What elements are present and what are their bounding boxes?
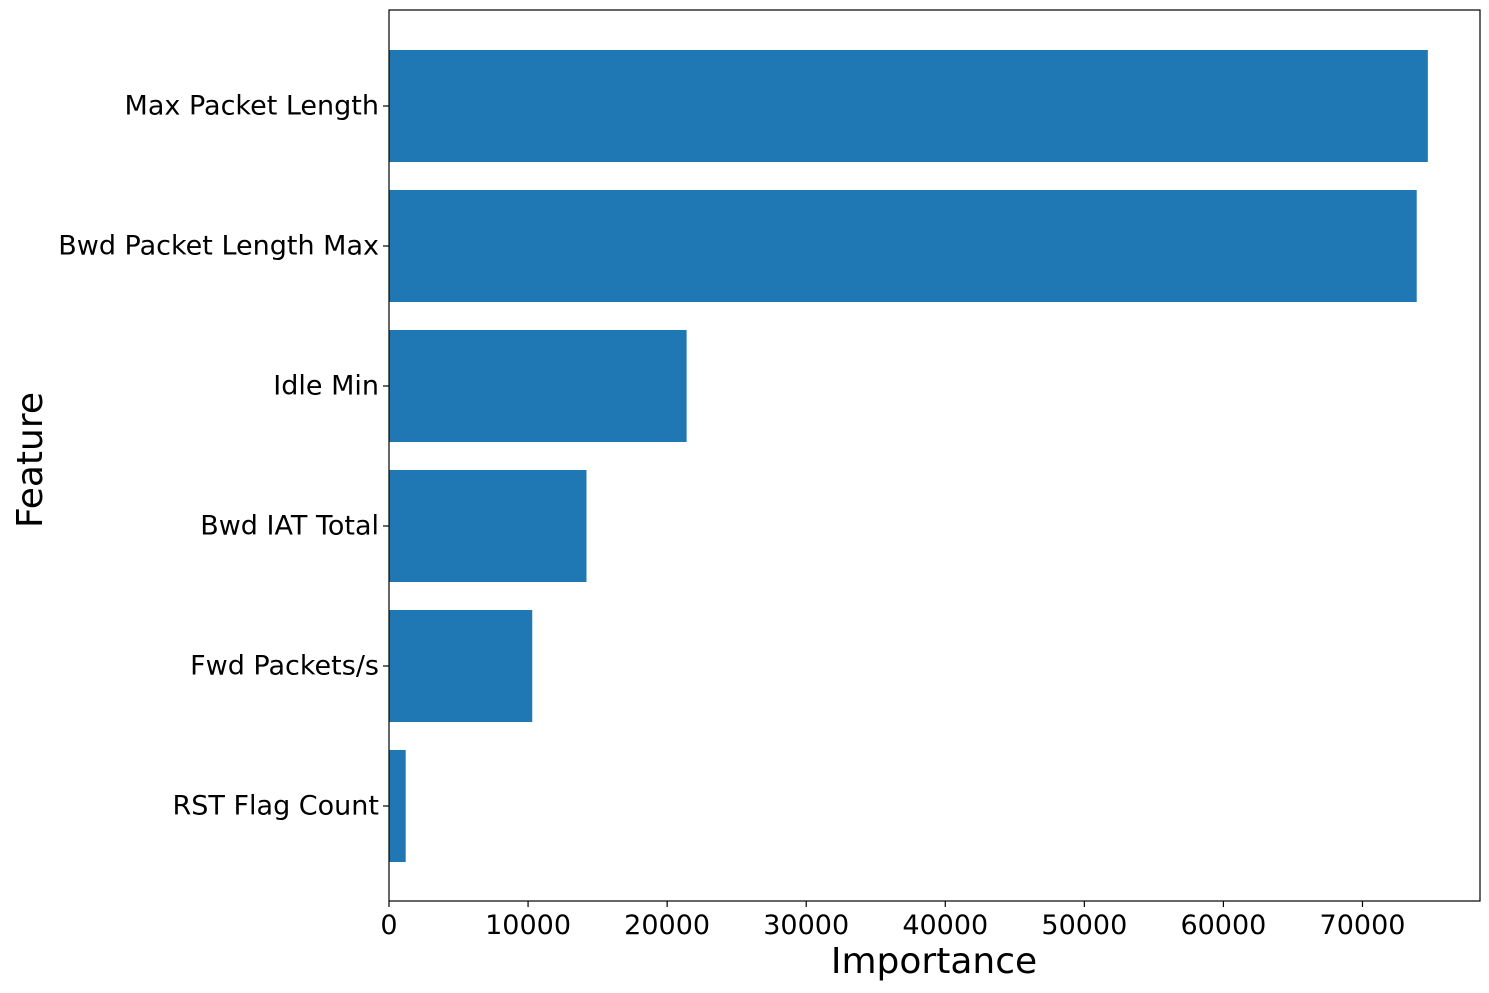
x-tick-label-70000: 70000 bbox=[1320, 910, 1406, 941]
y-tick-label-fwd-packets-s: Fwd Packets/s bbox=[190, 651, 379, 682]
x-tick-label-60000: 60000 bbox=[1180, 910, 1266, 941]
x-tick-label-0: 0 bbox=[380, 910, 397, 941]
y-tick-label-max-packet-length: Max Packet Length bbox=[125, 91, 379, 122]
y-tick-label-bwd-packet-length-max: Bwd Packet Length Max bbox=[58, 231, 379, 262]
bar-bwd-packet-length-max bbox=[389, 190, 1417, 302]
bar-max-packet-length bbox=[389, 50, 1428, 162]
bar-bwd-iat-total bbox=[389, 470, 587, 582]
y-axis-label: Feature bbox=[10, 392, 51, 528]
x-axis-ticks: 0 10000 20000 30000 40000 50000 60000 70000 bbox=[380, 901, 1405, 941]
x-tick-label-40000: 40000 bbox=[902, 910, 988, 941]
x-tick-label-20000: 20000 bbox=[624, 910, 710, 941]
bar-idle-min bbox=[389, 330, 687, 442]
bars-layer bbox=[389, 50, 1428, 862]
y-tick-label-bwd-iat-total: Bwd IAT Total bbox=[200, 511, 379, 542]
x-axis-label: Importance bbox=[831, 941, 1037, 982]
plot-frame bbox=[388, 9, 1481, 902]
y-tick-label-rst-flag-count: RST Flag Count bbox=[173, 791, 379, 822]
x-tick-label-30000: 30000 bbox=[763, 910, 849, 941]
x-tick-label-50000: 50000 bbox=[1041, 910, 1127, 941]
bar-fwd-packets-s bbox=[389, 610, 533, 722]
bar-rst-flag-count bbox=[389, 750, 406, 862]
x-tick-label-10000: 10000 bbox=[485, 910, 571, 941]
y-axis-ticks: Max Packet Length Bwd Packet Length Max Id… bbox=[58, 91, 389, 822]
y-tick-label-idle-min: Idle Min bbox=[273, 371, 379, 402]
